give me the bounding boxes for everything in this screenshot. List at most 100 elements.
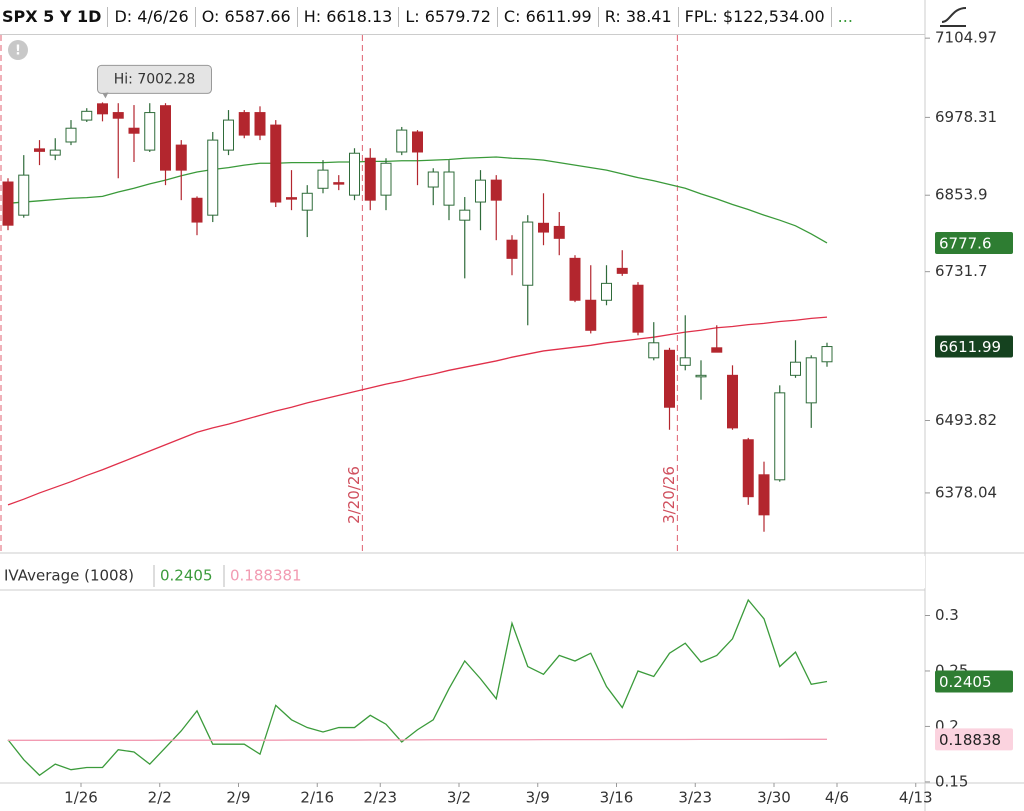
value-tag [935,670,1013,693]
candle-body [49,149,61,156]
candle-body [65,127,77,143]
candle-body [2,181,14,226]
y-tick-label: 6378.04 [935,483,997,501]
candle-body [81,110,93,121]
candle-body [191,197,203,223]
candle-body [112,112,124,119]
candle-body [553,225,565,239]
value-tag-label: 0.18838 [939,731,1001,749]
y-tick-label: 0.15 [935,772,968,790]
value-tag-label: 0.2405 [939,673,992,691]
candle-body [616,267,628,274]
x-tick-label: 1/26 [64,789,98,807]
candle-body [270,124,282,203]
candle-body [160,105,171,171]
candle-body [648,342,660,359]
candle-body [223,119,234,151]
candle-body [175,144,187,171]
candle-body [821,346,833,363]
price-tag-label: 6777.6 [939,234,992,252]
candle-body [427,171,439,188]
open: O: 6587.66 [196,7,298,27]
candle-body [396,129,408,153]
event-label: 3/20/26 [660,466,678,524]
range: R: 38.41 [599,7,679,27]
candle-body [490,179,502,201]
candle-body [790,361,801,376]
candle-body [144,112,156,151]
candle-body [364,157,376,201]
candle-body [443,171,455,206]
x-tick-label: 3/16 [600,789,634,807]
candle-body [128,127,140,134]
candle-body [506,239,518,259]
line [7,598,828,777]
candle-body [679,357,691,366]
event-label: 2/20/26 [345,466,363,524]
candle-body [286,197,297,200]
x-tick-label: 2/16 [300,789,334,807]
close: C: 6611.99 [498,7,599,27]
candle-body [207,139,219,216]
candle-body [727,374,738,429]
price-tag [935,335,1013,358]
candle-body [664,349,675,408]
candle-body [758,474,770,516]
line [7,316,828,506]
x-tick-label: 2/23 [363,789,397,807]
candle-body [18,174,30,216]
x-tick-label: 3/9 [526,789,550,807]
symbol[interactable]: SPX 5 Y 1D [0,7,109,27]
candle-body [459,209,471,221]
alert-icon-glyph: ! [15,44,21,59]
candle-body [742,439,754,498]
y-tick-label: 0.3 [935,606,959,624]
annotation: Hi: 7002.28 [114,71,195,87]
y-tick-label: 7104.97 [935,29,997,47]
candle-body [349,152,360,196]
price-tag-label: 6611.99 [939,338,1001,356]
x-tick-label: 4/13 [899,789,933,807]
annotation-box [97,64,212,94]
x-tick-label: 2/2 [148,789,172,807]
annotation-pointer [102,92,109,99]
candle-body [711,347,723,353]
x-tick-label: 2/9 [226,789,250,807]
more-button[interactable]: ... [837,7,853,26]
y-tick-label: 6978.31 [935,108,997,126]
y-tick-label: 6731.7 [935,262,988,280]
alert-icon[interactable] [8,40,28,60]
candle-body [522,221,534,286]
candle-body [632,284,644,333]
candle-body [585,299,597,331]
candle-body [317,169,329,189]
candle-body [34,148,45,152]
icon-bg [936,2,970,32]
candle-body [380,162,392,196]
fpl: FPL: $122,534.00 [679,7,832,27]
candle-body [238,112,250,136]
candle-body [97,103,108,115]
value-tag [935,728,1013,751]
price-tag [935,231,1013,254]
candle-body [695,374,707,378]
y-tick-label: 6493.82 [935,411,997,429]
low: L: 6579.72 [399,7,498,27]
candle-body [254,112,266,136]
legend-value: 0.188381 [230,567,302,585]
legend-value: 0.2405 [160,567,213,585]
line [8,738,828,741]
candle-body [301,192,313,211]
y-tick-label: 6853.9 [935,186,988,204]
candle-body [412,131,423,153]
candle-body [333,182,345,185]
header-bar: SPX 5 Y 1D D: 4/6/26 O: 6587.66 H: 6618.… [0,0,925,35]
iv-header [0,556,925,588]
candle-body [805,357,817,404]
x-tick-label: 4/6 [825,789,849,807]
chart-style-icon[interactable] [936,2,970,32]
icon-glyph [940,7,967,27]
date: D: 4/6/26 [108,7,196,27]
